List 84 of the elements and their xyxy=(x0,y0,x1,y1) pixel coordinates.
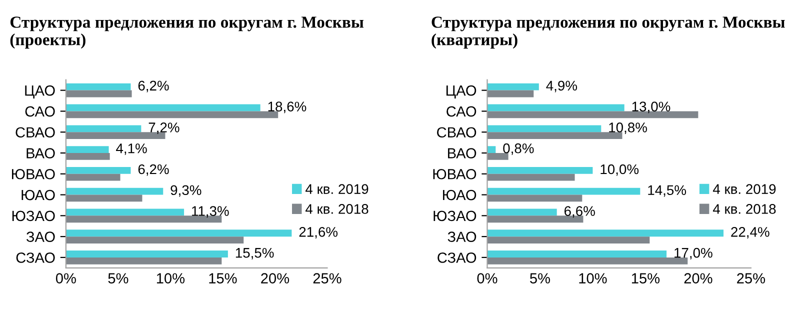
data-label: 4,1% xyxy=(116,143,147,155)
x-tick-label: 5% xyxy=(530,273,550,284)
y-tick-label: ЗАО xyxy=(448,232,476,242)
bar xyxy=(66,83,131,90)
bar xyxy=(66,152,110,160)
y-tick-label: ЦАО xyxy=(446,85,476,98)
data-label: 21,6% xyxy=(299,227,338,238)
y-tick-label: ЮЗАО xyxy=(12,210,55,222)
x-tick-label: 25% xyxy=(313,273,342,284)
data-label: 9,3% xyxy=(170,185,202,197)
y-tick-label: ЮВАО xyxy=(433,168,476,180)
data-label: 0,8% xyxy=(503,143,534,155)
bar xyxy=(66,174,120,181)
bar xyxy=(66,194,142,202)
bar xyxy=(66,250,228,258)
data-label: 22,4% xyxy=(731,227,770,238)
legend-label: 4 кв. 2018 xyxy=(712,204,776,214)
x-tick-label: 0% xyxy=(477,273,498,284)
data-label: 6,2% xyxy=(138,164,169,176)
bar xyxy=(66,257,222,264)
y-tick-label: ЗАО xyxy=(26,232,55,242)
y-tick-label: СВАО xyxy=(437,127,476,138)
y-tick-label: ВАО xyxy=(448,148,476,158)
chart-title: Структура предложения по округам г. Москвы (квартиры) xyxy=(432,16,785,49)
bar xyxy=(487,132,622,139)
bar xyxy=(66,146,109,153)
x-tick-label: 10% xyxy=(579,273,607,284)
bar xyxy=(487,125,602,132)
bar xyxy=(66,132,166,139)
bar xyxy=(487,166,593,174)
x-tick-label: 25% xyxy=(737,273,766,284)
bar xyxy=(487,250,667,258)
x-tick-label: 15% xyxy=(632,273,660,284)
x-tick-label: 20% xyxy=(261,273,290,284)
y-tick-label: ЮЗАО xyxy=(434,210,476,222)
data-label: 18,6% xyxy=(268,102,306,114)
data-label: 4,9% xyxy=(546,80,578,92)
x-tick-label: 5% xyxy=(108,273,128,284)
legend-label: 4 кв. 2019 xyxy=(306,184,368,194)
bar xyxy=(66,166,131,174)
bar xyxy=(487,83,539,90)
data-label: 17,0% xyxy=(674,248,712,260)
y-tick-label: ЮВАО xyxy=(12,168,55,180)
y-tick-label: СЗАО xyxy=(16,252,55,263)
bar xyxy=(487,236,650,244)
bar xyxy=(66,104,260,112)
data-label: 14,5% xyxy=(648,185,686,197)
bar xyxy=(66,208,184,216)
bar xyxy=(487,104,624,112)
x-tick-label: 10% xyxy=(156,273,185,284)
bar xyxy=(487,146,496,153)
bar xyxy=(487,174,575,181)
x-tick-label: 0% xyxy=(56,273,76,284)
bar xyxy=(66,236,244,244)
data-label: 6,2% xyxy=(138,80,169,92)
y-tick-label: СЗАО xyxy=(438,252,476,263)
bar xyxy=(66,230,292,237)
data-label: 13,0% xyxy=(632,102,670,114)
bar xyxy=(487,230,724,237)
bar xyxy=(66,125,142,132)
y-tick-label: ЮАО xyxy=(443,190,476,200)
y-tick-label: ЦАО xyxy=(25,85,55,98)
chart-title: Структура предложения по округам г. Москвы (проекты) xyxy=(10,16,364,49)
legend-label: 4 кв. 2018 xyxy=(306,204,368,214)
data-label: 6,6% xyxy=(564,206,595,218)
y-tick-label: САО xyxy=(446,106,476,117)
bar xyxy=(487,188,640,195)
data-label: 15,5% xyxy=(236,248,274,260)
y-tick-label: ЮАО xyxy=(22,190,55,200)
legend-label: 4 кв. 2019 xyxy=(712,184,776,194)
bar xyxy=(487,194,582,202)
x-tick-label: 20% xyxy=(684,273,712,284)
y-tick-label: ВАО xyxy=(26,148,55,158)
y-tick-label: САО xyxy=(25,106,55,117)
bar xyxy=(66,90,132,98)
data-label: 10,0% xyxy=(600,164,639,176)
data-label: 10,8% xyxy=(609,122,647,134)
data-label: 11,3% xyxy=(192,206,229,218)
data-label: 7,2% xyxy=(148,122,180,134)
bar xyxy=(487,90,534,98)
bar xyxy=(487,208,557,216)
bar xyxy=(66,188,164,195)
y-tick-label: СВАО xyxy=(16,127,55,138)
x-tick-label: 15% xyxy=(209,273,237,284)
